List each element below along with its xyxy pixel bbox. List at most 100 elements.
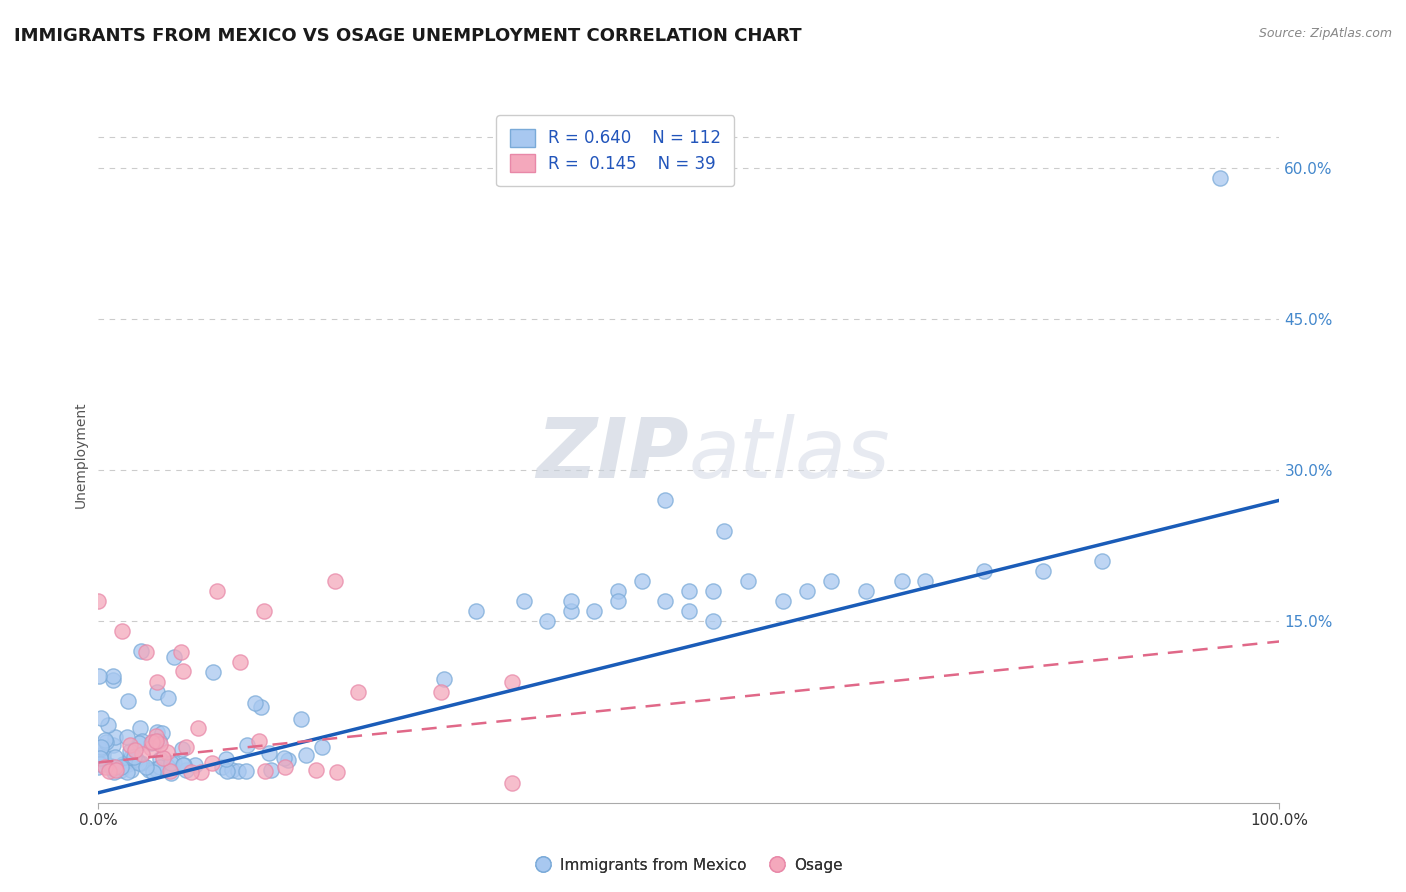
Point bbox=[229, 655, 252, 669]
Point bbox=[678, 584, 700, 599]
Point bbox=[163, 650, 186, 665]
Point bbox=[145, 762, 167, 776]
Point bbox=[235, 764, 257, 779]
Text: IMMIGRANTS FROM MEXICO VS OSAGE UNEMPLOYMENT CORRELATION CHART: IMMIGRANTS FROM MEXICO VS OSAGE UNEMPLOY… bbox=[14, 27, 801, 45]
Point bbox=[536, 615, 558, 629]
Point bbox=[128, 736, 150, 750]
Point bbox=[295, 748, 318, 763]
Point bbox=[560, 594, 582, 608]
Point bbox=[273, 751, 295, 765]
Point bbox=[111, 757, 134, 772]
Point bbox=[139, 736, 162, 750]
Point bbox=[129, 756, 152, 770]
Point bbox=[89, 756, 111, 771]
Point bbox=[259, 763, 281, 777]
Point bbox=[110, 760, 132, 774]
Point bbox=[512, 594, 534, 608]
Point bbox=[125, 751, 148, 765]
Point bbox=[607, 594, 630, 608]
Point bbox=[433, 672, 456, 686]
Point bbox=[156, 745, 179, 759]
Point bbox=[146, 685, 169, 699]
Point bbox=[90, 711, 112, 725]
Point bbox=[152, 750, 174, 764]
Point bbox=[253, 764, 276, 778]
Point bbox=[104, 749, 127, 764]
Point bbox=[89, 741, 111, 756]
Point bbox=[87, 760, 110, 774]
Point bbox=[104, 731, 127, 745]
Point bbox=[187, 722, 209, 736]
Point bbox=[1091, 554, 1114, 568]
Point bbox=[135, 760, 157, 774]
Point bbox=[159, 756, 181, 771]
Point bbox=[138, 763, 160, 777]
Point bbox=[93, 754, 115, 768]
Point bbox=[257, 746, 280, 760]
Point bbox=[211, 760, 233, 774]
Point bbox=[135, 644, 157, 658]
Point bbox=[201, 756, 224, 771]
Point bbox=[145, 733, 167, 747]
Point bbox=[117, 757, 139, 772]
Point bbox=[150, 726, 173, 740]
Legend: Immigrants from Mexico, Osage: Immigrants from Mexico, Osage bbox=[530, 852, 848, 879]
Point bbox=[149, 752, 172, 766]
Point bbox=[215, 764, 238, 779]
Point bbox=[654, 493, 676, 508]
Point bbox=[100, 759, 122, 773]
Point bbox=[118, 753, 141, 767]
Point bbox=[501, 674, 523, 689]
Point bbox=[215, 752, 238, 766]
Point bbox=[914, 574, 936, 588]
Point bbox=[678, 604, 700, 618]
Point bbox=[245, 696, 267, 710]
Point bbox=[120, 749, 142, 764]
Point bbox=[122, 749, 145, 764]
Point bbox=[128, 756, 150, 771]
Point bbox=[236, 738, 259, 752]
Point bbox=[323, 574, 346, 588]
Point bbox=[702, 584, 724, 599]
Point bbox=[205, 584, 228, 599]
Point bbox=[160, 765, 183, 780]
Point bbox=[159, 764, 181, 779]
Point bbox=[560, 604, 582, 618]
Point bbox=[93, 747, 115, 761]
Point bbox=[120, 738, 142, 752]
Point bbox=[305, 763, 328, 777]
Point bbox=[221, 764, 243, 778]
Point bbox=[290, 712, 312, 726]
Point bbox=[90, 748, 112, 763]
Point bbox=[94, 733, 117, 747]
Point bbox=[103, 739, 125, 753]
Point bbox=[172, 664, 194, 678]
Point bbox=[247, 734, 270, 748]
Point bbox=[973, 564, 995, 578]
Point bbox=[162, 756, 184, 771]
Point bbox=[101, 673, 124, 688]
Point bbox=[115, 731, 138, 745]
Point bbox=[183, 757, 205, 772]
Point bbox=[311, 739, 333, 754]
Point bbox=[772, 594, 794, 608]
Point bbox=[87, 669, 110, 683]
Point bbox=[737, 574, 759, 588]
Point bbox=[118, 744, 141, 758]
Point bbox=[465, 604, 488, 618]
Point bbox=[124, 742, 146, 756]
Point bbox=[146, 674, 169, 689]
Point bbox=[142, 764, 165, 779]
Point bbox=[226, 764, 249, 779]
Point bbox=[93, 760, 115, 774]
Point bbox=[90, 739, 112, 754]
Point bbox=[101, 760, 124, 774]
Point bbox=[277, 753, 299, 767]
Point bbox=[131, 747, 153, 762]
Text: ZIP: ZIP bbox=[536, 415, 689, 495]
Point bbox=[180, 765, 202, 780]
Point bbox=[796, 584, 818, 599]
Point bbox=[630, 574, 652, 588]
Point bbox=[713, 524, 735, 538]
Point bbox=[129, 644, 152, 658]
